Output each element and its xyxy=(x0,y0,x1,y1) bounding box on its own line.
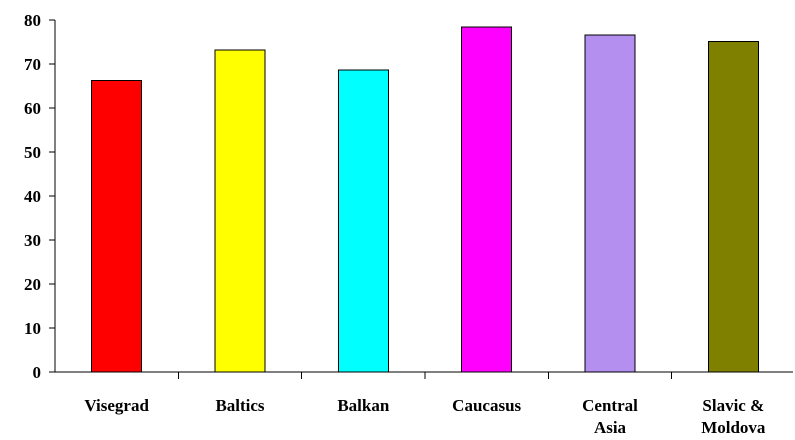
x-tick-label: Visegrad xyxy=(84,396,149,415)
y-tick-label: 30 xyxy=(24,231,41,250)
y-tick-label: 10 xyxy=(24,319,41,338)
y-tick-label: 0 xyxy=(33,363,42,382)
y-tick-label: 50 xyxy=(24,143,41,162)
bar-central-asia xyxy=(584,34,636,373)
bar-caucasus xyxy=(461,26,513,373)
y-tick-label: 70 xyxy=(24,55,41,74)
x-tick-label: Asia xyxy=(594,418,627,437)
y-tick-label: 40 xyxy=(24,187,41,206)
x-tick-label: Caucasus xyxy=(452,396,521,415)
bar-baltics xyxy=(214,49,266,373)
x-tick-label: Balkan xyxy=(337,396,390,415)
y-tick-label: 20 xyxy=(24,275,41,294)
bar-slavic-moldova xyxy=(707,41,759,373)
x-tick-label: Baltics xyxy=(215,396,264,415)
bar-visegrad xyxy=(91,80,143,373)
x-axis-ticks: Visegrad Baltics Balkan Caucasus Central Asia… xyxy=(84,372,766,437)
x-tick-label: Moldova xyxy=(701,418,766,437)
y-tick-label: 60 xyxy=(24,99,41,118)
x-tick-label: Slavic & xyxy=(702,396,764,415)
bars xyxy=(91,26,759,373)
bar-balkan xyxy=(337,69,389,373)
x-tick-label: Central xyxy=(582,396,638,415)
y-axis-ticks: 0 10 20 30 40 50 60 70 80 xyxy=(24,11,55,382)
y-tick-label: 80 xyxy=(24,11,41,30)
